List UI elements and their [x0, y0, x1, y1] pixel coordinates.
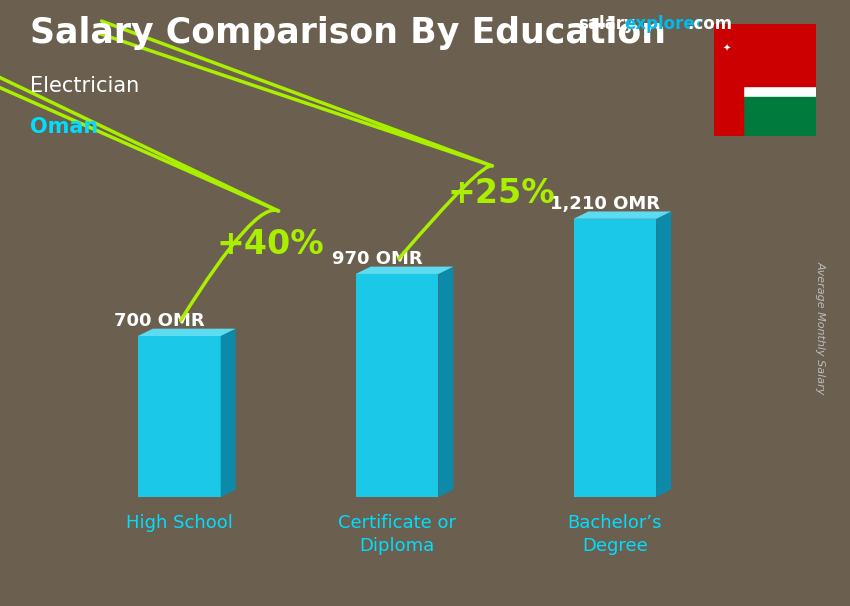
Text: salary: salary [578, 15, 635, 33]
Text: Salary Comparison By Education: Salary Comparison By Education [30, 16, 666, 50]
Text: +40%: +40% [217, 228, 325, 262]
Text: .com: .com [687, 15, 732, 33]
Polygon shape [138, 328, 235, 336]
Text: Electrician: Electrician [30, 76, 139, 96]
Polygon shape [574, 211, 672, 219]
FancyBboxPatch shape [138, 336, 221, 497]
Polygon shape [656, 211, 672, 497]
Polygon shape [355, 267, 453, 274]
Bar [743, 24, 816, 86]
Text: ✦: ✦ [722, 44, 730, 54]
Text: explorer: explorer [624, 15, 703, 33]
Text: +25%: +25% [448, 176, 555, 210]
Polygon shape [221, 328, 235, 497]
Text: Oman: Oman [30, 117, 98, 138]
Text: Average Monthly Salary: Average Monthly Salary [815, 261, 825, 394]
Bar [743, 97, 816, 136]
Text: 700 OMR: 700 OMR [114, 312, 205, 330]
Bar [714, 24, 743, 136]
Polygon shape [439, 267, 453, 497]
FancyBboxPatch shape [355, 274, 439, 497]
Text: 1,210 OMR: 1,210 OMR [550, 195, 660, 213]
Text: 970 OMR: 970 OMR [332, 250, 422, 268]
FancyBboxPatch shape [574, 219, 656, 497]
